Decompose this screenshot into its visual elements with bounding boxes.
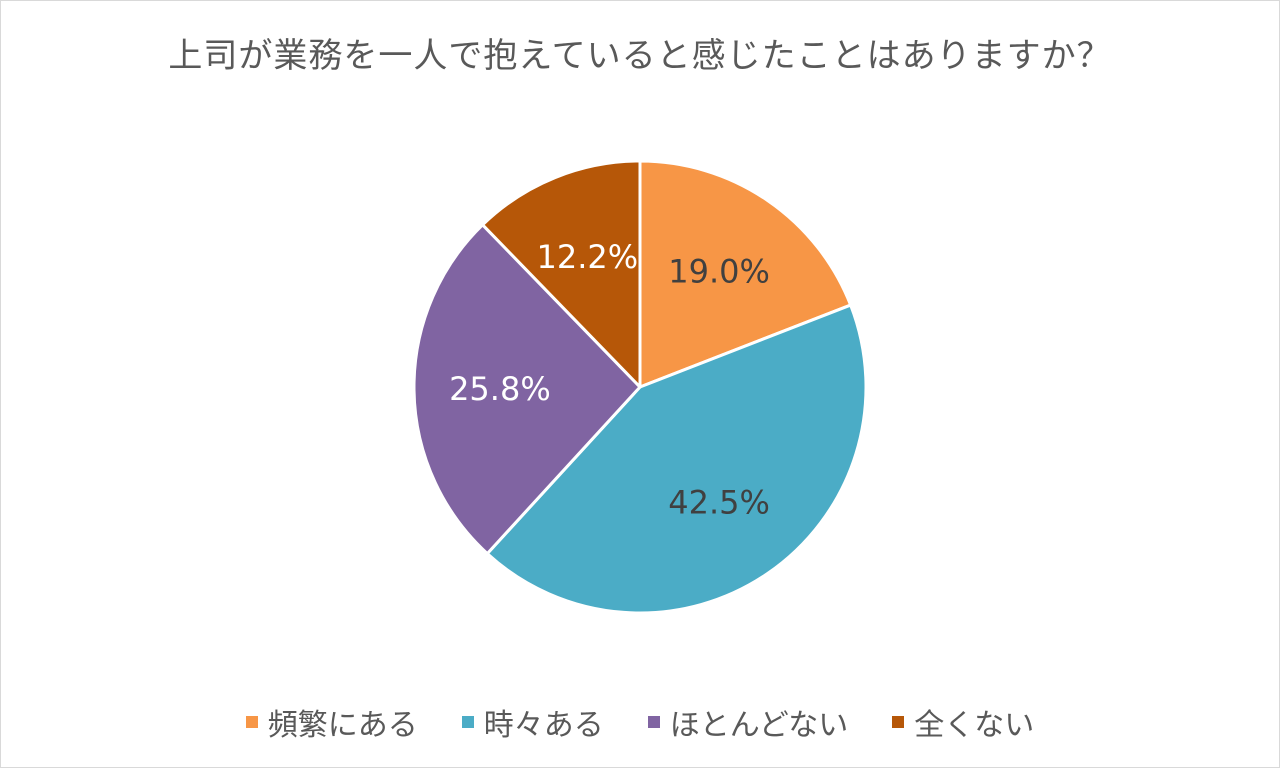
pie-slice-2 [485,303,868,615]
slice-label-2: 42.5% [668,484,770,522]
legend-label: 頻繁にある [267,708,418,743]
pie-slice-1 [638,159,853,389]
chart-title: 上司が業務を一人で抱えていると感じたことはありますか？ [168,36,1112,76]
legend-swatch [461,716,474,728]
slice-label-1: 19.0% [668,252,770,290]
slice-label-4: 12.2% [537,238,639,276]
legend-label: 時々ある [483,708,604,743]
legend-swatch [647,716,660,728]
slice-label-3: 25.8% [449,370,551,408]
legend-item-1: 頻繁にある [245,700,418,744]
legend-swatch [892,716,905,728]
legend-swatch [245,716,258,728]
legend-item-4: 全くない [892,700,1034,744]
pie-slice-3 [412,223,642,556]
legend-item-3: ほとんどない [647,700,849,744]
pie-slice-4 [481,159,642,389]
legend-label: ほとんどない [669,708,849,743]
legend: 頻繁にある 時々ある ほとんどない 全くない [0,700,1280,744]
legend-item-2: 時々ある [461,700,604,744]
legend-label: 全くない [914,708,1035,743]
